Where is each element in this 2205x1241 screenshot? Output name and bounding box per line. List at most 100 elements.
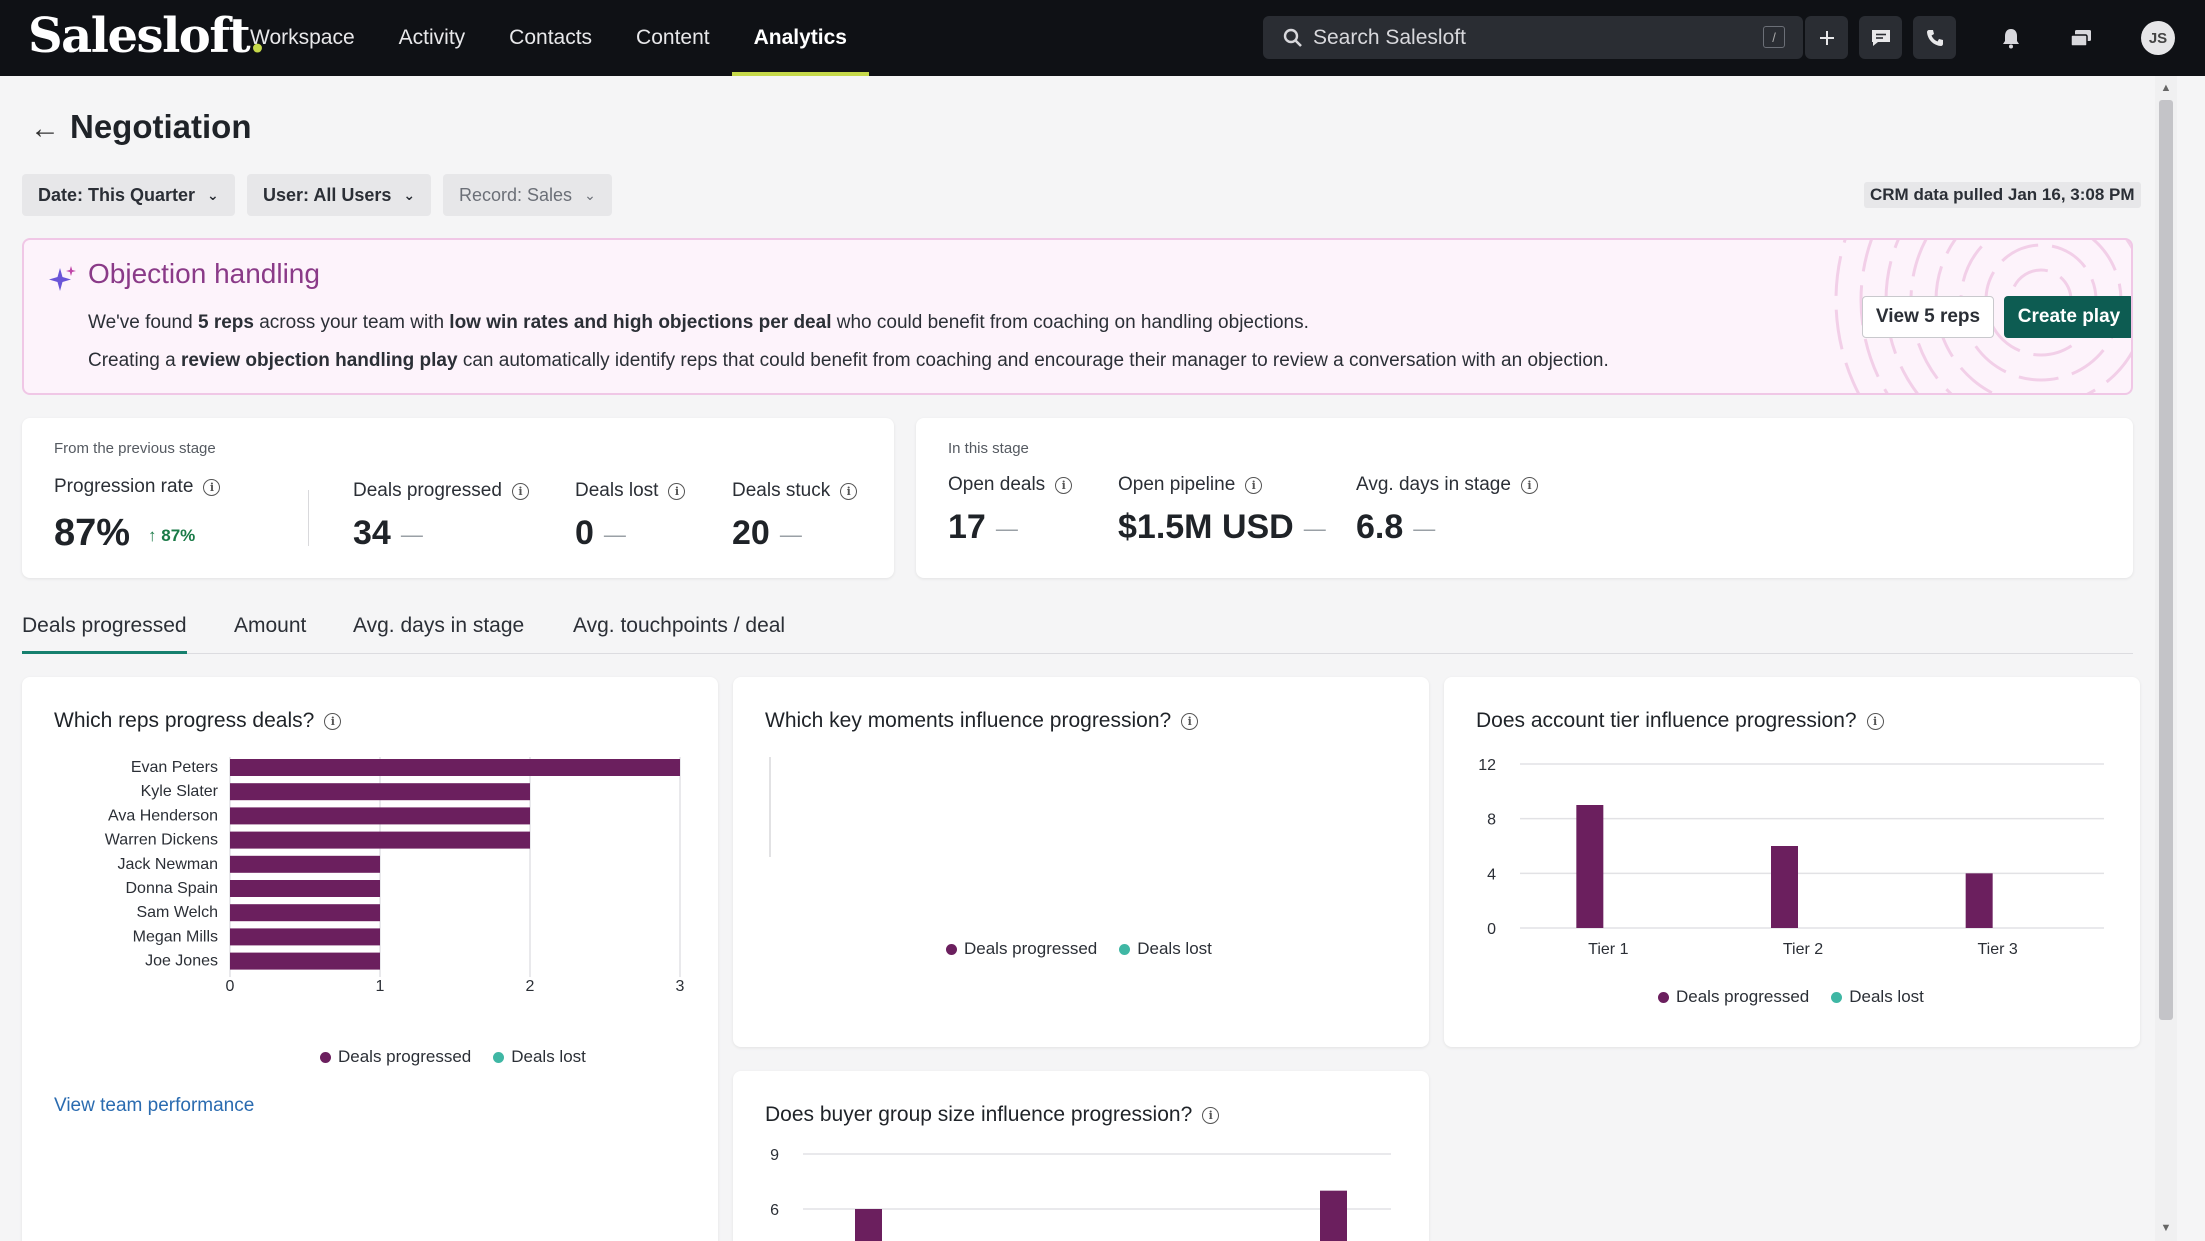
account-tier-bar-chart: 0 4 8 12 Tier 1 Tier 2 Tier 3	[1478, 757, 2104, 958]
y-tick-label: 9	[770, 1147, 779, 1164]
phone-icon	[1926, 29, 1943, 46]
y-tick-label: 8	[1487, 812, 1496, 829]
messages-button[interactable]	[1859, 16, 1902, 59]
nav-contacts[interactable]: Contacts	[509, 26, 593, 49]
record-filter[interactable]: Record: Sales ⌄	[443, 174, 612, 216]
chart-title: Which reps progress deals? i	[54, 709, 342, 733]
section-label: In this stage	[948, 440, 1029, 457]
deals-progressed-label: Deals progressed i	[353, 480, 529, 502]
x-tick-label: 0	[226, 978, 235, 995]
bar-deals-progressed[interactable]	[230, 831, 530, 849]
cards-icon	[2070, 30, 2091, 47]
legend-deals-lost: Deals lost	[1119, 939, 1212, 959]
reps-chart-card: Which reps progress deals? i 0 1 2 3 Evan Pet…	[22, 677, 718, 1241]
x-tick-label: Tier 1	[1588, 941, 1628, 958]
info-icon[interactable]: i	[1245, 476, 1263, 494]
user-filter[interactable]: User: All Users ⌄	[247, 174, 432, 216]
date-filter[interactable]: Date: This Quarter ⌄	[22, 174, 235, 216]
info-icon[interactable]: i	[840, 482, 858, 500]
apps-button[interactable]	[2065, 22, 2097, 54]
key-moments-empty-chart	[769, 757, 771, 857]
bar-deals-progressed[interactable]	[230, 880, 380, 897]
open-deals-value: 17—	[948, 508, 1018, 546]
search-placeholder: Search Salesloft	[1313, 25, 1466, 49]
info-icon[interactable]: i	[668, 482, 686, 500]
scrollbar-thumb[interactable]	[2159, 100, 2173, 1020]
buyer-group-chart-card: Does buyer group size influence progress…	[733, 1071, 1429, 1241]
bar-deals-progressed[interactable]	[230, 904, 380, 922]
chart-title: Which key moments influence progression?…	[765, 709, 1199, 733]
salesloft-logo[interactable]: Salesloft.	[28, 8, 266, 64]
search-shortcut-key: /	[1763, 26, 1785, 48]
info-icon[interactable]: i	[203, 478, 221, 496]
chevron-down-icon: ⌄	[403, 186, 416, 203]
legend-deals-lost: Deals lost	[1831, 987, 1924, 1007]
top-navigation: Salesloft. Workspace Activity Contacts C…	[0, 0, 2205, 76]
scroll-up-arrow[interactable]: ▲	[2160, 82, 2172, 94]
create-play-button[interactable]: Create play	[2004, 296, 2131, 338]
info-icon[interactable]: i	[511, 482, 529, 500]
avg-days-value: 6.8—	[1356, 508, 1436, 546]
rep-name-label: Ava Henderson	[108, 807, 218, 824]
open-pipeline-label: Open pipeline i	[1118, 474, 1263, 496]
bar-deals-progressed[interactable]	[230, 759, 680, 776]
bar-deals-progressed[interactable]	[855, 1209, 882, 1241]
phone-button[interactable]	[1913, 16, 1956, 59]
rep-name-label: Sam Welch	[136, 904, 218, 921]
info-icon[interactable]: i	[1055, 476, 1073, 494]
info-icon[interactable]: i	[324, 712, 342, 730]
chevron-down-icon: ⌄	[207, 186, 219, 203]
banner-title: Objection handling	[88, 258, 320, 289]
add-button[interactable]	[1805, 16, 1848, 59]
chart-title: Does buyer group size influence progress…	[765, 1103, 1220, 1127]
info-icon[interactable]: i	[1866, 712, 1884, 730]
x-tick-label: Tier 2	[1783, 941, 1823, 958]
chart-legend: Deals progressed Deals lost	[946, 939, 1234, 959]
main-nav: Workspace Activity Contacts Content Anal…	[228, 0, 870, 76]
nav-content[interactable]: Content	[636, 26, 710, 49]
divider	[308, 490, 309, 546]
y-tick-label: 4	[1487, 866, 1496, 883]
chart-title: Does account tier influence progression?…	[1476, 709, 1884, 733]
notifications-button[interactable]	[1995, 22, 2027, 54]
bar-deals-progressed[interactable]	[1965, 873, 1993, 928]
view-team-performance-link[interactable]: View team performance	[54, 1095, 255, 1116]
chart-legend: Deals progressed Deals lost	[320, 1047, 608, 1067]
tab-avg-days[interactable]: Avg. days in stage	[353, 614, 525, 637]
info-icon[interactable]: i	[1520, 476, 1538, 494]
rep-name-label: Joe Jones	[145, 953, 218, 970]
back-arrow-icon[interactable]: ←	[30, 112, 60, 145]
bar-deals-progressed[interactable]	[1576, 805, 1604, 928]
nav-activity[interactable]: Activity	[398, 26, 466, 49]
legend-deals-lost: Deals lost	[493, 1047, 586, 1067]
bar-deals-progressed[interactable]	[230, 928, 380, 946]
bar-deals-progressed[interactable]	[1771, 846, 1798, 928]
view-reps-button[interactable]: View 5 reps	[1862, 296, 1994, 338]
progression-rate-label: Progression rate i	[54, 476, 221, 498]
rep-name-label: Jack Newman	[118, 856, 218, 873]
tab-deals-progressed[interactable]: Deals progressed	[22, 614, 187, 654]
bar-deals-progressed[interactable]	[1320, 1190, 1347, 1241]
nav-workspace[interactable]: Workspace	[250, 26, 355, 49]
deals-stuck-value: 20—	[732, 514, 802, 552]
bar-deals-progressed[interactable]	[230, 783, 530, 801]
scroll-down-arrow[interactable]: ▼	[2160, 1222, 2172, 1234]
reps-bar-chart: 0 1 2 3 Evan Peters Kyle Slater Ava Henderson W…	[105, 757, 685, 995]
nav-analytics[interactable]: Analytics	[731, 0, 870, 76]
bar-deals-progressed[interactable]	[230, 807, 530, 825]
section-label: From the previous stage	[54, 440, 216, 457]
user-avatar[interactable]: JS	[2141, 21, 2175, 55]
tab-avg-touchpoints[interactable]: Avg. touchpoints / deal	[573, 614, 786, 637]
plus-icon	[1819, 30, 1834, 45]
progression-rate-delta: ↑ 87%	[148, 526, 196, 545]
bar-deals-progressed[interactable]	[230, 855, 380, 873]
tab-amount[interactable]: Amount	[234, 614, 307, 637]
search-input[interactable]: Search Salesloft /	[1263, 16, 1803, 59]
x-tick-label: 1	[376, 978, 385, 995]
account-tier-chart-card: Does account tier influence progression?…	[1444, 677, 2140, 1047]
info-icon[interactable]: i	[1202, 1106, 1220, 1124]
x-tick-label: 3	[676, 978, 685, 995]
legend-deals-progressed: Deals progressed	[946, 939, 1097, 959]
bar-deals-progressed[interactable]	[230, 952, 380, 970]
info-icon[interactable]: i	[1181, 712, 1199, 730]
